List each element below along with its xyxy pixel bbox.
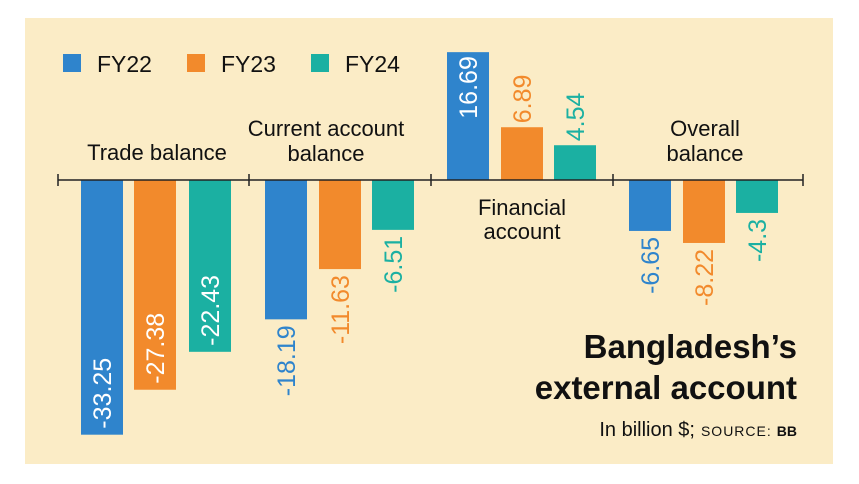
bars xyxy=(81,52,778,435)
value-label-fy24-overall-balance: -4.3 xyxy=(744,219,772,262)
legend-swatch-fy22 xyxy=(63,54,81,72)
value-label-fy23-financial-account: 6.89 xyxy=(509,75,537,124)
value-label-fy22-overall-balance: -6.65 xyxy=(637,237,665,294)
bar-fy22-current-account-balance xyxy=(265,180,307,320)
value-label-fy22-trade-balance: -33.25 xyxy=(89,358,117,429)
bar-fy23-financial-account xyxy=(501,127,543,180)
legend-swatch-fy23 xyxy=(187,54,205,72)
value-labels: -33.25 -18.19 16.69 -6.65 -27.38 -11.63 6.89 -8… xyxy=(89,56,772,429)
legend-label-fy23: FY23 xyxy=(221,51,276,77)
chart-panel: FY22 FY23 FY24 Trade balance Current accoun… xyxy=(25,18,833,464)
value-label-fy24-trade-balance: -22.43 xyxy=(197,275,225,346)
bar-fy22-overall-balance xyxy=(629,180,671,231)
chart-title-line-1: Bangladesh’s xyxy=(584,328,797,365)
value-label-fy24-current-account-balance: -6.51 xyxy=(380,236,408,293)
legend: FY22 FY23 FY24 xyxy=(63,51,400,77)
category-label-financial-account-line-2: account xyxy=(483,219,560,244)
bar-fy24-current-account-balance xyxy=(372,180,414,230)
value-label-fy24-financial-account: 4.54 xyxy=(562,92,590,141)
bar-fy22-financial-account xyxy=(447,52,489,180)
chart-subtitle: In billion $; SOURCE: BB xyxy=(599,419,797,441)
axis xyxy=(57,174,804,186)
bar-fy24-overall-balance xyxy=(736,180,778,213)
value-label-fy23-overall-balance: -8.22 xyxy=(691,249,719,306)
bar-fy24-trade-balance xyxy=(189,180,231,352)
value-label-fy22-current-account-balance: -18.19 xyxy=(273,325,301,396)
legend-swatch-fy24 xyxy=(311,54,329,72)
bar-fy24-financial-account xyxy=(554,145,596,180)
legend-label-fy24: FY24 xyxy=(345,51,400,77)
chart: FY22 FY23 FY24 Trade balance Current accoun… xyxy=(57,51,804,441)
bar-fy23-trade-balance xyxy=(134,180,176,390)
category-label-financial-account-line-1: Financial xyxy=(478,195,566,220)
category-label-current-account-balance-line-2: balance xyxy=(287,141,364,166)
value-label-fy23-trade-balance: -27.38 xyxy=(142,313,170,384)
category-label-overall-balance-line-2: balance xyxy=(666,141,743,166)
legend-label-fy22: FY22 xyxy=(97,51,152,77)
bar-fy22-trade-balance xyxy=(81,180,123,435)
value-label-fy23-current-account-balance: -11.63 xyxy=(327,275,355,344)
category-label-trade-balance-line-1: Trade balance xyxy=(87,140,227,165)
category-label-overall-balance-line-1: Overall xyxy=(670,116,740,141)
category-label-current-account-balance-line-1: Current account xyxy=(248,116,405,141)
bar-fy23-overall-balance xyxy=(683,180,725,243)
bar-fy23-current-account-balance xyxy=(319,180,361,270)
value-label-fy22-financial-account: 16.69 xyxy=(455,56,483,119)
chart-title-line-2: external account xyxy=(535,369,797,406)
